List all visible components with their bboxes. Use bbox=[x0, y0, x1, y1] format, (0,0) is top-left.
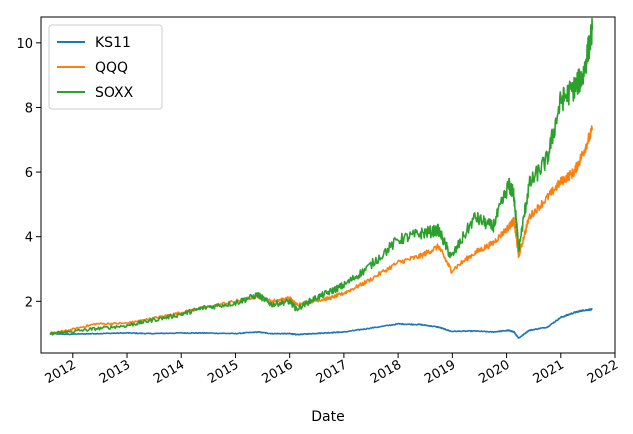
x-tick-label: 2013 bbox=[97, 357, 133, 387]
legend-label-ks11: KS11 bbox=[95, 35, 131, 51]
x-tick-label: 2021 bbox=[531, 357, 567, 387]
legend-label-qqq: QQQ bbox=[95, 60, 128, 76]
x-tick-label: 2014 bbox=[151, 357, 187, 387]
y-tick-label: 2 bbox=[25, 295, 33, 310]
x-tick-label: 2022 bbox=[585, 357, 621, 387]
y-tick-label: 4 bbox=[25, 231, 33, 246]
x-tick-label: 2020 bbox=[476, 357, 512, 387]
x-tick-label: 2012 bbox=[43, 357, 79, 387]
series-line-soxx bbox=[49, 17, 594, 336]
y-tick-label: 6 bbox=[25, 166, 33, 181]
series-lines bbox=[49, 17, 594, 339]
y-axis-ticks: 2 4 6 8 10 bbox=[16, 37, 41, 310]
legend-box bbox=[48, 24, 163, 110]
x-axis-ticks: 2012 2013 2014 2015 2016 2017 2018 2019 2020 2021… bbox=[43, 353, 621, 387]
series-line-ks11 bbox=[49, 307, 593, 339]
x-axis-label: Date bbox=[311, 409, 344, 425]
x-tick-label: 2019 bbox=[422, 357, 458, 387]
y-tick-label: 10 bbox=[16, 37, 33, 52]
y-tick-label: 8 bbox=[25, 101, 33, 116]
x-tick-label: 2017 bbox=[314, 357, 350, 387]
x-tick-label: 2018 bbox=[368, 357, 404, 387]
x-tick-label: 2015 bbox=[205, 357, 241, 387]
x-tick-label: 2016 bbox=[260, 357, 296, 387]
plot-frame bbox=[40, 16, 616, 354]
legend-label-soxx: SOXX bbox=[95, 85, 134, 101]
legend: KS11 QQQ SOXX bbox=[48, 24, 163, 110]
